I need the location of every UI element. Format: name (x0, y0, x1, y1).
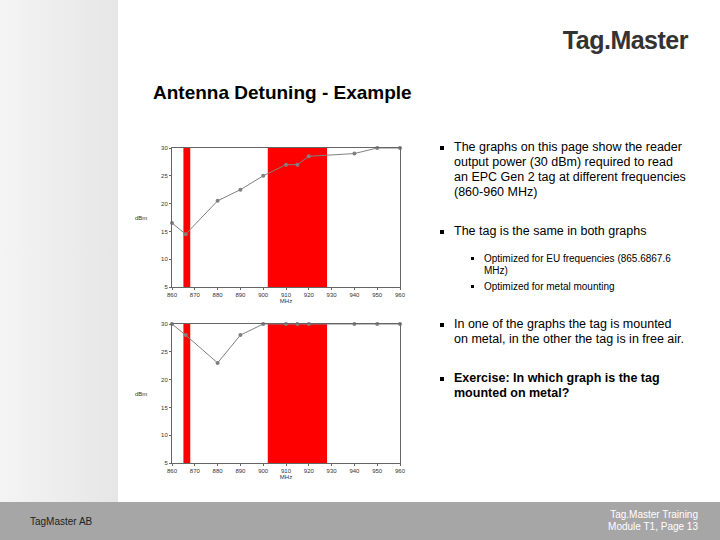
svg-text:870: 870 (190, 292, 201, 298)
svg-text:890: 890 (235, 292, 246, 298)
svg-text:950: 950 (372, 292, 383, 298)
html-text:The graphs on this page show t: The graphs on this page show the reader … (454, 140, 686, 199)
svg-text:880: 880 (213, 468, 224, 474)
html-text:Exercise: In which graph is th: Exercise: In which graph is the tag moun… (454, 371, 660, 400)
svg-text:860: 860 (167, 292, 178, 298)
html-text:Tag.Master: Tag.Master (562, 26, 688, 54)
svg-text:30: 30 (161, 145, 168, 151)
html-text:TagMaster AB: TagMaster AB (30, 516, 93, 527)
svg-text:15: 15 (161, 405, 168, 411)
svg-text:880: 880 (213, 292, 224, 298)
svg-text:900: 900 (258, 468, 269, 474)
html-text:Tag.Master Training: Tag.Master Training (610, 509, 698, 520)
svg-text:910: 910 (281, 292, 292, 298)
html-text:The tag is the same in both gr: The tag is the same in both graphs (454, 224, 647, 238)
svg-text:940: 940 (349, 292, 360, 298)
svg-text:940: 940 (349, 468, 360, 474)
svg-text:920: 920 (304, 292, 315, 298)
svg-text:860: 860 (167, 468, 178, 474)
html-text:Antenna Detuning - Example: Antenna Detuning - Example (153, 82, 412, 103)
svg-text:960: 960 (395, 468, 406, 474)
svg-text:MHz: MHz (280, 298, 292, 304)
svg-text:920: 920 (304, 468, 315, 474)
svg-text:5: 5 (164, 460, 168, 466)
svg-text:20: 20 (161, 377, 168, 383)
html-text:Module T1, Page 13: Module T1, Page 13 (608, 521, 698, 532)
svg-text:10: 10 (161, 432, 168, 438)
svg-text:25: 25 (161, 173, 168, 179)
svg-text:dBm: dBm (135, 215, 147, 221)
svg-text:30: 30 (161, 321, 168, 327)
svg-text:960: 960 (395, 292, 406, 298)
svg-text:950: 950 (372, 468, 383, 474)
svg-text:910: 910 (281, 468, 292, 474)
svg-text:930: 930 (327, 292, 338, 298)
svg-text:15: 15 (161, 229, 168, 235)
svg-text:5: 5 (164, 284, 168, 290)
svg-text:25: 25 (161, 349, 168, 355)
svg-text:MHz: MHz (280, 474, 292, 480)
svg-text:870: 870 (190, 468, 201, 474)
svg-text:900: 900 (258, 292, 269, 298)
html-text:Optimized for EU frequencies (: Optimized for EU frequencies (865.6867.6… (484, 253, 671, 276)
svg-text:10: 10 (161, 256, 168, 262)
html-text:In one of the graphs the tag i: In one of the graphs the tag is mounted … (454, 317, 684, 346)
html-text:Optimized for metal mounting: Optimized for metal mounting (484, 281, 615, 292)
svg-text:930: 930 (327, 468, 338, 474)
svg-text:890: 890 (235, 468, 246, 474)
svg-text:dBm: dBm (135, 391, 147, 397)
svg-text:20: 20 (161, 201, 168, 207)
